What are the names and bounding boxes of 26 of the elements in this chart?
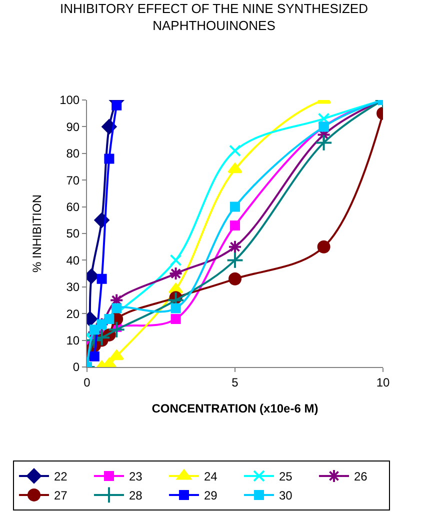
y-tick-label: 40 — [66, 253, 80, 268]
legend-label: 26 — [354, 470, 368, 484]
chart-title: INHIBITORY EFFECT OF THE NINE SYNTHESIZED NAPHTHOUINONES — [60, 1, 368, 33]
x-tick-label: 5 — [232, 375, 239, 390]
x-tick-label: 10 — [376, 375, 390, 390]
legend-label: 24 — [204, 470, 218, 484]
y-tick-label: 30 — [66, 280, 80, 294]
legend-label: 23 — [129, 470, 143, 484]
legend-label: 29 — [204, 488, 218, 503]
y-tick-label: 50 — [66, 226, 80, 241]
legend-label: 28 — [129, 488, 143, 503]
y-tick-label: 0 — [72, 360, 80, 374]
y-tick-label: 20 — [66, 306, 80, 321]
y-axis-title: % INHIBITION — [30, 194, 44, 273]
y-tick-label: 10 — [66, 334, 80, 348]
y-tick-label: 70 — [66, 173, 80, 188]
y-tick-label: 60 — [66, 200, 80, 214]
x-tick-label: 0 — [84, 375, 91, 390]
y-tick-label: 100 — [60, 93, 80, 108]
legend-label: 27 — [54, 488, 68, 503]
y-tick-label: 90 — [66, 120, 80, 134]
x-axis-title: CONCENTRATION (x10e-6 M) — [152, 401, 318, 416]
legend-label: 25 — [279, 470, 293, 484]
y-tick-label: 80 — [66, 146, 80, 161]
legend-label: 30 — [279, 488, 293, 503]
legend-label: 22 — [54, 470, 68, 484]
